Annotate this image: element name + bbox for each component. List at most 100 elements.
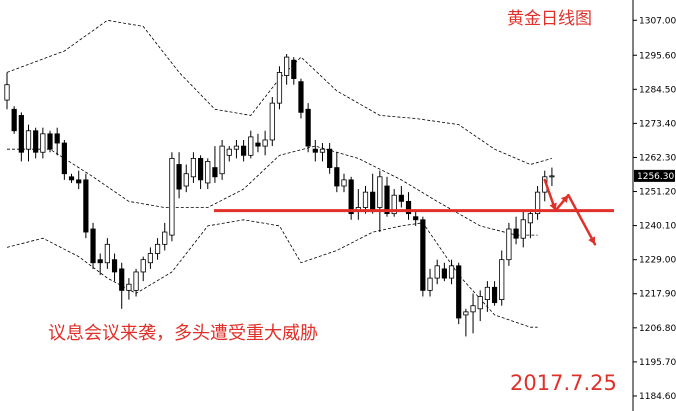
candle-body [276, 72, 283, 104]
candle-body [126, 283, 132, 291]
candle-body [76, 179, 82, 184]
candle-body [377, 176, 383, 208]
candle-body [162, 231, 168, 245]
candle-body [362, 191, 369, 208]
candle-body [549, 175, 555, 178]
price-tick-label: 1284.50 [639, 85, 676, 95]
annotation-overlay [214, 178, 614, 246]
candlestick-series [4, 54, 555, 337]
candle-body [11, 108, 17, 132]
candle-body [456, 265, 462, 319]
candle-body [470, 305, 476, 313]
candle-body [197, 157, 204, 181]
band-lower-line [6, 219, 538, 328]
candle-body [491, 286, 498, 304]
candle-body [104, 243, 110, 264]
candle-body [527, 213, 534, 224]
candle-body [448, 265, 455, 279]
price-tick-label: 1206.80 [639, 324, 676, 334]
candle-body [370, 191, 376, 211]
forecast-arrow-segment [567, 193, 597, 246]
price-tick-label: 1273.40 [639, 119, 676, 129]
candle-body [176, 164, 182, 190]
band-middle-line [7, 145, 538, 236]
candle-body [40, 133, 46, 153]
price-tick-label: 1251.20 [639, 188, 676, 198]
candle-body [463, 311, 469, 316]
candle-body [68, 176, 75, 181]
last-price-tag [634, 169, 675, 182]
chart-date-label: 2017.7.25 [510, 371, 617, 395]
candle-body [255, 142, 261, 147]
candle-body [348, 179, 354, 215]
candle-body [398, 194, 404, 202]
price-tick-label: 1240.10 [639, 222, 676, 232]
candle-body [133, 271, 139, 291]
candle-body [226, 148, 232, 156]
candle-body [140, 259, 146, 273]
candle-body [319, 148, 326, 153]
candle-body [506, 228, 512, 261]
candle-body [499, 259, 505, 300]
candle-body [327, 148, 333, 168]
price-tick-label: 1229.00 [639, 256, 676, 266]
candle-body [212, 167, 218, 178]
chart-title: 黄金日线图 [507, 9, 592, 29]
price-tick-label: 1262.30 [639, 153, 676, 163]
candle-body [248, 136, 254, 156]
candle-body [312, 148, 318, 153]
candle-body [269, 102, 275, 141]
candle-body [169, 157, 175, 236]
candle-body [90, 228, 96, 264]
candle-body [219, 145, 225, 175]
candle-body [183, 173, 189, 187]
candle-body [241, 145, 247, 156]
candle-body [262, 139, 268, 147]
candle-body [534, 191, 541, 215]
last-price-label: 1256.30 [637, 172, 674, 182]
bollinger-bands [6, 19, 553, 328]
candle-body [111, 259, 118, 273]
forecast-arrow-head [549, 202, 557, 211]
candle-body [119, 268, 125, 291]
candle-body [54, 133, 60, 144]
price-tick-label: 1217.90 [639, 290, 676, 300]
candle-body [427, 277, 433, 291]
candle-body [147, 253, 153, 264]
candle-body [334, 167, 340, 187]
candle-body [384, 185, 390, 215]
forecast-arrow-head [588, 236, 595, 245]
candle-body [391, 194, 397, 215]
candle-body [413, 216, 419, 221]
candle-body [291, 59, 297, 79]
candle-body [477, 296, 483, 310]
candle-body [513, 228, 519, 239]
candle-body [298, 81, 304, 113]
chart-text: 黄金日线图 议息会议来袭，多头遭受重大威胁 2017.7.25 [48, 9, 617, 395]
candle-body [205, 161, 211, 184]
candle-body [520, 219, 526, 239]
candle-body [97, 259, 103, 264]
price-tick-label: 1295.60 [639, 51, 676, 61]
candle-body [484, 286, 490, 300]
candle-body [190, 157, 197, 178]
candle-body [284, 56, 290, 76]
candle-body [4, 84, 10, 101]
candle-body [47, 133, 53, 150]
candle-body [405, 200, 412, 215]
candle-body [441, 268, 447, 279]
candle-body [18, 115, 24, 153]
candle-body [33, 130, 39, 153]
candle-body [420, 219, 426, 291]
candle-body [25, 130, 32, 150]
chart-annotation: 议息会议来袭，多头遭受重大威胁 [48, 323, 318, 344]
price-tick-label: 1195.70 [639, 358, 676, 368]
candle-body [305, 108, 311, 147]
price-tick-label: 1307.00 [639, 16, 676, 26]
band-upper-line [6, 19, 553, 165]
price-tick-label: 1184.60 [639, 392, 676, 402]
candle-body [154, 243, 161, 254]
candle-body [434, 265, 440, 279]
candle-body [233, 145, 240, 150]
